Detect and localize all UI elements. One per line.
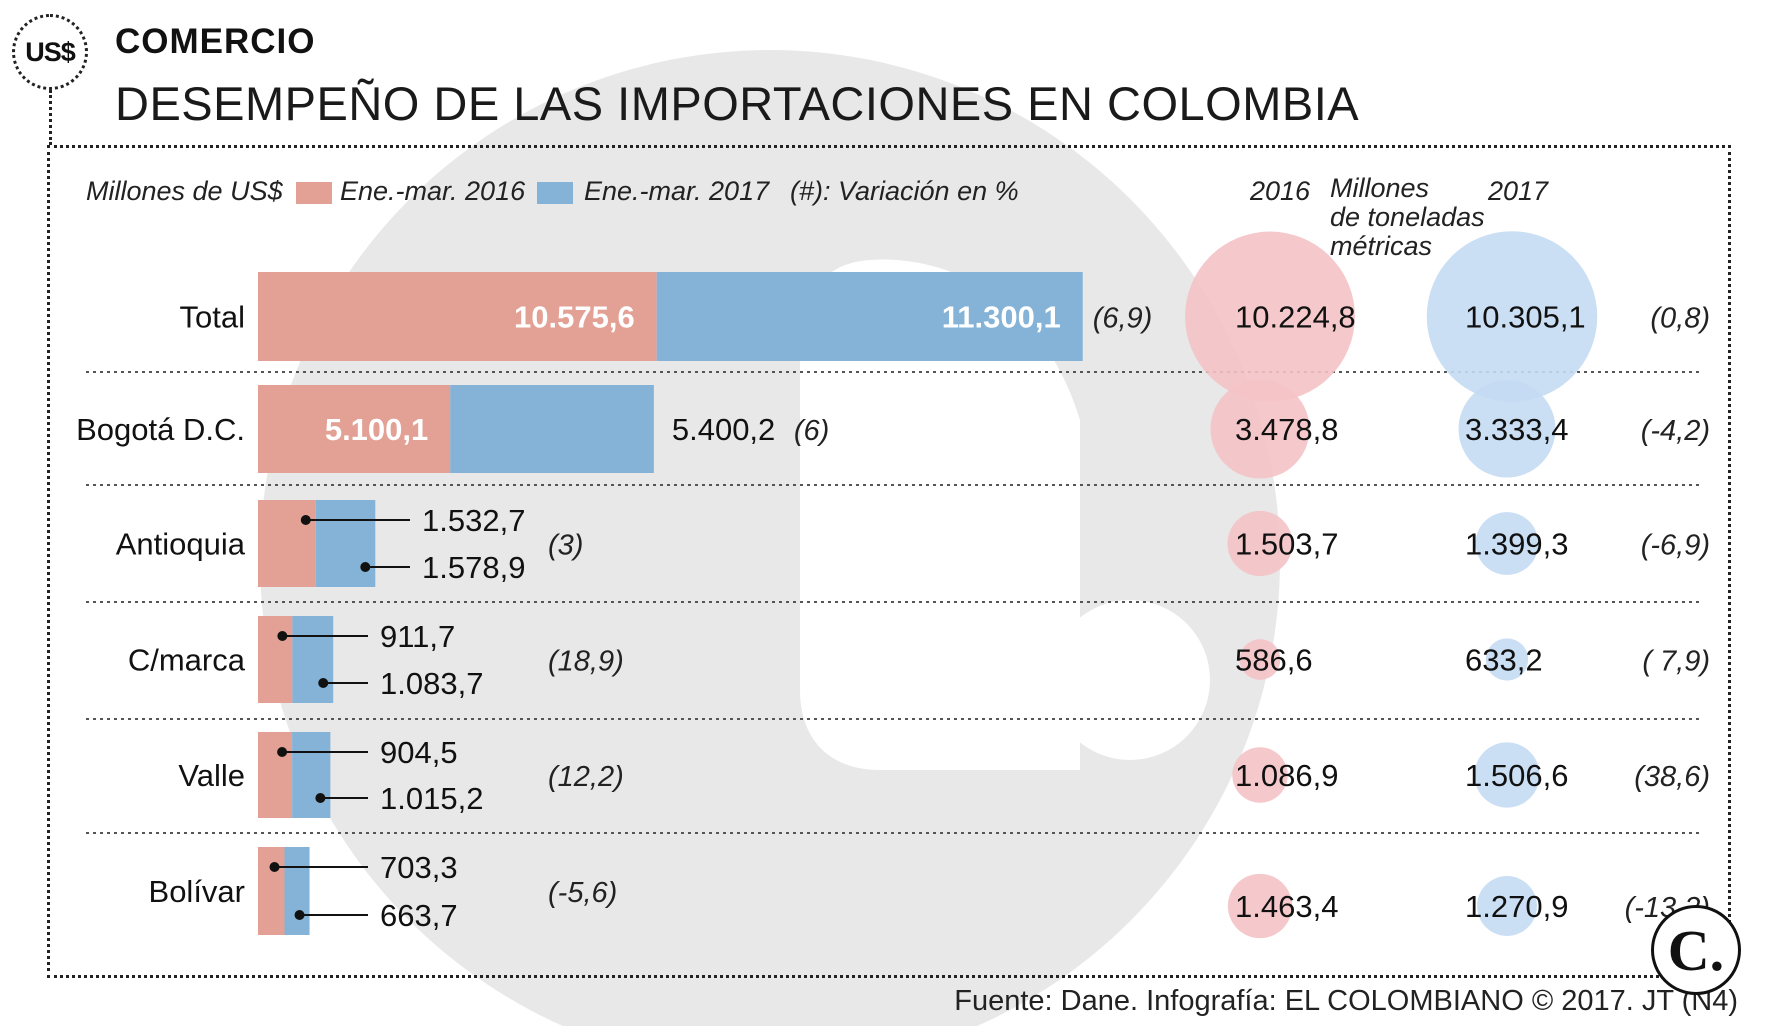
- bar-2017: [292, 732, 331, 818]
- tonnage-bubble-2017: [1477, 876, 1537, 936]
- bar-label-2016: 10.575,6: [514, 300, 635, 335]
- tonnage-unit-line1: Millones: [1330, 173, 1430, 203]
- tonnage-bubble-2016: [1227, 873, 1293, 939]
- variation-label: (3): [548, 530, 583, 562]
- category-label: Bogotá D.C.: [76, 412, 245, 447]
- tonnage-label-2017: 3.333,4: [1465, 412, 1568, 447]
- tonnage-variation-label: (-6,9): [1641, 530, 1710, 562]
- variation-label: (18,9): [548, 646, 624, 678]
- legend-label-2017: Ene.-mar. 2017: [584, 176, 770, 206]
- legend-swatch-2016: [296, 182, 332, 204]
- tonnage-label-2017: 10.305,1: [1465, 300, 1586, 335]
- bar-label-2017: 1.083,7: [380, 666, 483, 701]
- tonnage-unit-line2: de toneladas: [1330, 202, 1485, 232]
- bar-label-2016: 703,3: [380, 850, 458, 885]
- tonnage-label-2017: 1.506,6: [1465, 758, 1568, 793]
- tonnage-unit-line3: métricas: [1330, 231, 1433, 261]
- bar-label-2017: 5.400,2: [672, 412, 775, 447]
- bar-2016: [258, 385, 451, 473]
- tonnage-year-2017: 2017: [1488, 176, 1549, 206]
- bar-2017: [315, 500, 376, 587]
- tonnage-unit-label: Millones de toneladas métricas: [1330, 174, 1485, 261]
- bar-2016: [258, 500, 316, 587]
- legend-label-2016: Ene.-mar. 2016: [340, 176, 526, 206]
- bar-label-2017: 11.300,1: [942, 300, 1061, 335]
- tonnage-label-2016: 10.224,8: [1235, 300, 1356, 335]
- tonnage-bubble-2016: [1239, 639, 1281, 680]
- chart-frame: [47, 145, 1731, 978]
- variation-label: (6): [794, 415, 829, 447]
- legend-swatch-2017: [537, 182, 573, 204]
- watermark-c-shape: [800, 259, 1080, 770]
- tonnage-label-2016: 1.086,9: [1235, 758, 1338, 793]
- category-label: Bolívar: [149, 874, 245, 909]
- leader-line: [49, 90, 52, 145]
- usd-badge-icon: US$: [12, 14, 88, 90]
- bar-2016: [258, 847, 285, 935]
- category-label: Antioquia: [116, 527, 246, 562]
- tonnage-bubble-2017: [1458, 380, 1556, 478]
- bar-label-2017: 663,7: [380, 898, 458, 933]
- bar-label-2016: 911,7: [380, 619, 455, 654]
- bar-2016: [258, 272, 657, 361]
- bar-label-2017: 1.015,2: [380, 781, 483, 816]
- bar-label-2016: 1.532,7: [422, 503, 525, 538]
- category-label: Total: [180, 300, 245, 335]
- tonnage-variation-label: (-4,2): [1641, 415, 1710, 447]
- tonnage-label-2017: 1.270,9: [1465, 889, 1568, 924]
- tonnage-label-2016: 1.503,7: [1235, 527, 1338, 562]
- category-label: Valle: [178, 758, 245, 793]
- variation-label: (12,2): [548, 761, 624, 793]
- page-title: DESEMPEÑO DE LAS IMPORTACIONES EN COLOMB…: [115, 77, 1360, 130]
- tonnage-variation-label: ( 7,9): [1642, 646, 1710, 678]
- tonnage-year-2016: 2016: [1250, 176, 1311, 206]
- tonnage-bubble-2016: [1232, 747, 1288, 803]
- tonnage-bubble-2016: [1227, 510, 1293, 577]
- tonnage-bubble-2017: [1475, 512, 1539, 575]
- bar-2016: [258, 732, 293, 818]
- tonnage-variation-label: (0,8): [1650, 303, 1710, 335]
- tonnage-label-2016: 586,6: [1235, 643, 1313, 678]
- bar-label-2017: 1.578,9: [422, 550, 525, 585]
- variation-label: (-5,6): [548, 877, 617, 909]
- tonnage-bubble-2017: [1485, 638, 1529, 681]
- tonnage-variation-label: (38,6): [1634, 761, 1710, 793]
- tonnage-label-2016: 1.463,4: [1235, 889, 1338, 924]
- legend-units: Millones de US$: [86, 176, 283, 206]
- bar-label-2016: 5.100,1: [325, 412, 428, 447]
- variation-label: (6,9): [1093, 303, 1153, 335]
- tonnage-label-2016: 3.478,8: [1235, 412, 1338, 447]
- section-label: COMERCIO: [115, 22, 316, 61]
- tonnage-bubble-2017: [1474, 742, 1540, 808]
- tonnage-bubble-2016: [1210, 379, 1310, 479]
- bar-2017: [292, 616, 334, 703]
- el-colombiano-logo-icon: C.: [1651, 905, 1741, 995]
- bar-2017: [284, 847, 310, 935]
- source-footer: Fuente: Dane. Infografía: EL COLOMBIANO …: [954, 985, 1738, 1017]
- tonnage-label-2017: 633,2: [1465, 643, 1543, 678]
- legend-variation-note: (#): Variación en %: [790, 176, 1019, 206]
- bar-2017: [450, 385, 654, 473]
- tonnage-bubble-2016: [1185, 231, 1355, 402]
- category-label: C/marca: [128, 643, 246, 678]
- bar-2017: [656, 272, 1083, 361]
- tonnage-bubble-2017: [1426, 231, 1598, 402]
- bar-label-2016: 904,5: [380, 735, 458, 770]
- tonnage-label-2017: 1.399,3: [1465, 527, 1568, 562]
- bar-2016: [258, 616, 293, 703]
